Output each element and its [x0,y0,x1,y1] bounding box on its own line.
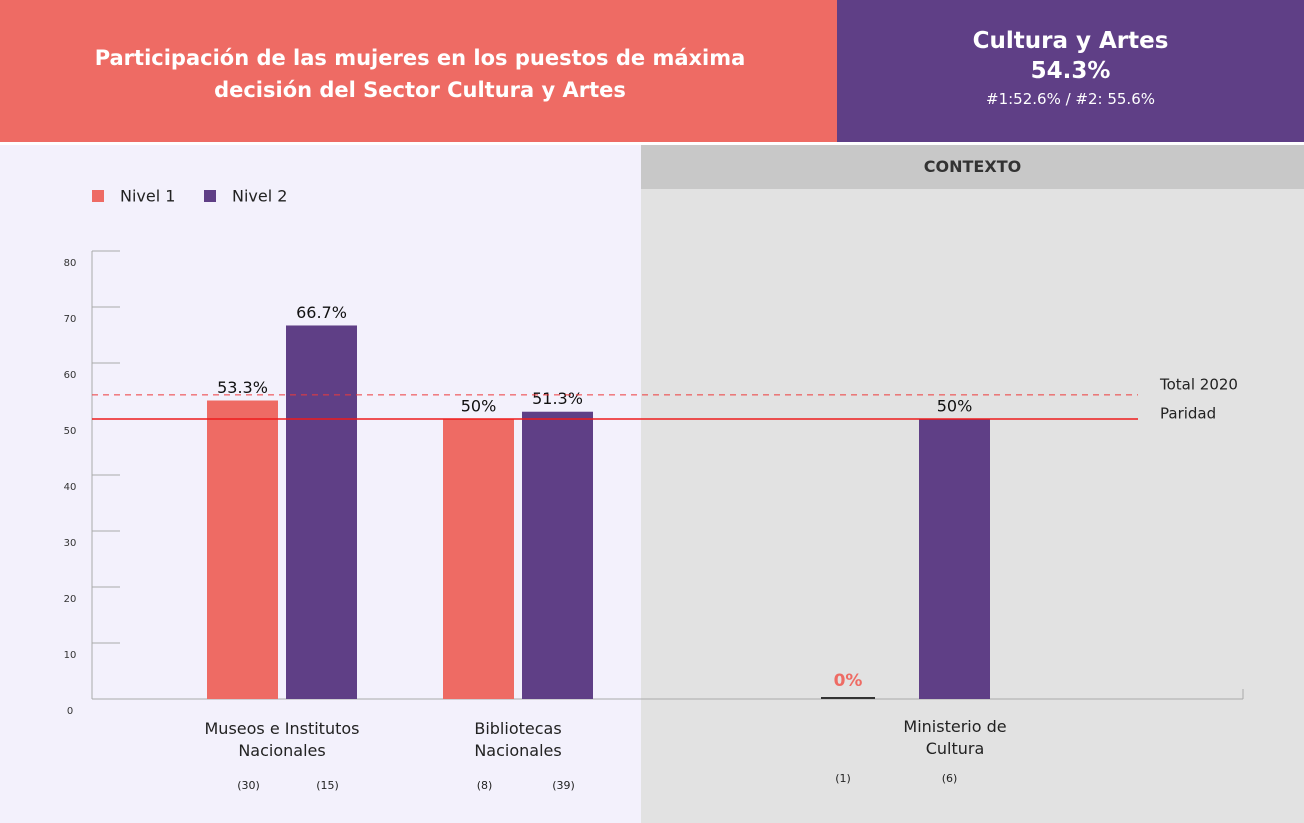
summary-title: Cultura y Artes [972,28,1169,54]
bar [207,400,278,699]
bar [286,325,357,699]
legend-label: Nivel 1 [120,187,175,206]
y-tick-label: 20 [64,594,77,605]
context-label: CONTEXTO [641,145,1304,189]
value-label: 0% [834,671,863,691]
x-tick-label: Bibliotecas Nacionales [474,719,562,760]
value-label: 51.3% [532,389,583,408]
legend-swatch [204,190,216,202]
x-tick-label: Museos e Institutos Nacionales [204,719,360,760]
y-tick-label: 70 [64,314,77,325]
y-tick-label: 40 [64,482,77,493]
count-label: (39) [552,779,575,792]
count-label: (30) [237,779,260,792]
y-tick-label: 30 [64,538,77,549]
x-tick-label: Ministerio de Cultura [903,717,1007,758]
reference-label: Total 2020 [1159,375,1238,393]
value-label: 50% [937,397,973,416]
legend-swatch [92,190,104,202]
reference-label: Paridad [1160,405,1216,423]
header-right: Cultura y Artes 54.3% #1:52.6% / #2: 55.… [837,0,1304,142]
bar [821,697,875,699]
y-tick-label: 0 [67,706,73,717]
summary-detail: #1:52.6% / #2: 55.6% [986,90,1155,108]
value-label: 53.3% [217,378,268,397]
bar [919,419,990,699]
legend-label: Nivel 2 [232,187,287,206]
count-label: (15) [316,779,339,792]
header-left: Participación de las mujeres en los pues… [0,0,837,142]
bar [443,419,514,699]
y-tick-label: 10 [64,650,77,661]
y-tick-label: 60 [64,370,77,381]
count-label: (6) [942,772,958,785]
y-tick-label: 50 [64,426,77,437]
count-label: (1) [835,772,851,785]
value-label: 66.7% [296,303,347,322]
summary-value: 54.3% [1030,58,1111,84]
y-tick-label: 80 [64,258,77,269]
count-label: (8) [477,779,493,792]
bar [522,411,593,699]
value-label: 50% [461,397,497,416]
header-title: Participación de las mujeres en los pues… [94,46,746,102]
